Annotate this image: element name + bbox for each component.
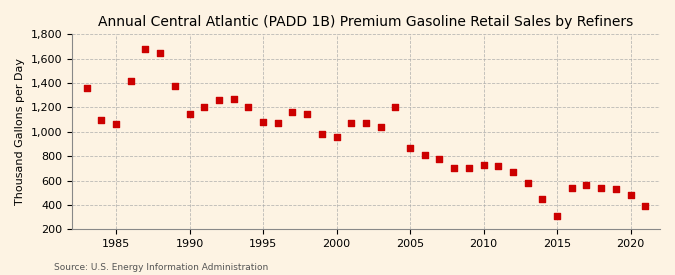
Point [228,97,239,101]
Point [478,163,489,167]
Y-axis label: Thousand Gallons per Day: Thousand Gallons per Day [15,58,25,205]
Point [434,156,445,161]
Point [404,145,415,150]
Point [390,105,401,110]
Point [625,193,636,197]
Point [111,122,122,127]
Point [243,105,254,110]
Point [184,111,195,116]
Point [96,117,107,122]
Point [508,170,518,174]
Point [331,134,342,139]
Point [610,187,621,191]
Point [317,132,327,136]
Point [155,50,165,55]
Point [126,78,136,83]
Point [449,166,460,170]
Point [81,86,92,90]
Point [537,197,548,201]
Point [169,83,180,88]
Text: Source: U.S. Energy Information Administration: Source: U.S. Energy Information Administ… [54,263,268,272]
Point [493,164,504,168]
Point [287,110,298,114]
Point [302,111,313,116]
Point [522,181,533,185]
Point [360,121,371,125]
Point [419,153,430,157]
Point [596,186,607,190]
Point [199,105,210,110]
Point [140,47,151,51]
Point [258,120,269,124]
Point [346,121,356,125]
Point [566,186,577,190]
Point [551,214,562,218]
Point [581,183,592,188]
Point [375,125,386,129]
Title: Annual Central Atlantic (PADD 1B) Premium Gasoline Retail Sales by Refiners: Annual Central Atlantic (PADD 1B) Premiu… [99,15,634,29]
Point [272,121,283,125]
Point [464,166,475,170]
Point [640,204,651,208]
Point [213,98,224,102]
